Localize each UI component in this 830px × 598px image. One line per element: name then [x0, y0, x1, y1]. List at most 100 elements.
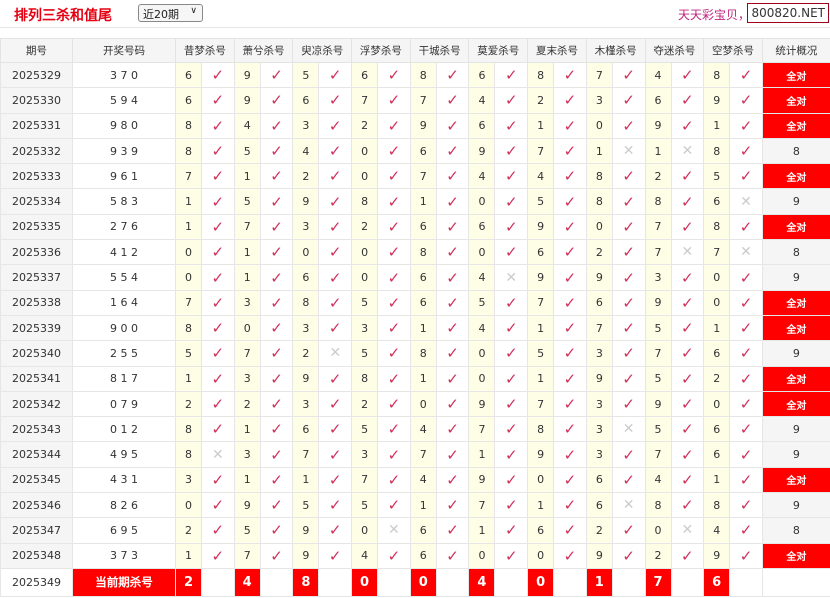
check-icon: ✓: [259, 517, 294, 544]
kill-number: 3: [175, 466, 202, 494]
header-draw: 开奖号码: [72, 38, 176, 63]
stat-cell: 全对: [761, 314, 830, 342]
kill-number: 4: [468, 264, 496, 291]
kill-number: 5: [468, 289, 496, 316]
draw-cell: 0 1 2: [72, 416, 176, 443]
stat-cell: 全对: [761, 163, 830, 190]
check-icon: ✓: [611, 365, 646, 392]
kill-number: 0: [468, 365, 496, 392]
kill-number: 3: [292, 213, 320, 241]
kill-number: 8: [585, 163, 613, 190]
kill-number: 4: [409, 416, 437, 443]
issue-cell: 2025347: [0, 517, 73, 544]
issue-cell: 2025342: [0, 390, 73, 418]
kill-number: 3: [351, 314, 379, 342]
issue-cell: 2025329: [0, 61, 73, 89]
check-icon: ✓: [494, 365, 529, 392]
kill-number: 9: [703, 87, 731, 114]
current-kill-number: 4: [233, 567, 261, 597]
stat-cell: 9: [761, 416, 830, 443]
draw-cell: 3 7 3: [72, 542, 176, 569]
kill-number: 5: [292, 492, 320, 519]
kill-number: 5: [644, 416, 672, 443]
check-icon: ✓: [729, 542, 763, 569]
check-icon: ✓: [201, 137, 235, 165]
check-icon: ✓: [670, 542, 705, 569]
kill-number: 7: [527, 137, 555, 165]
check-icon: ✓: [377, 365, 411, 392]
check-icon: ✓: [494, 390, 529, 418]
kill-number: 3: [585, 416, 613, 443]
empty-cell: [553, 567, 587, 597]
kill-number: 6: [585, 492, 613, 519]
check-icon: ✓: [318, 466, 353, 494]
kill-number: 2: [351, 112, 379, 139]
kill-number: 8: [703, 213, 731, 241]
check-icon: ✓: [201, 340, 235, 367]
kill-number: 4: [292, 137, 320, 165]
check-icon: ✓: [201, 188, 235, 215]
kill-number: 2: [644, 542, 672, 569]
check-icon: ✓: [318, 264, 353, 291]
issue-cell: 2025333: [0, 163, 73, 190]
kill-number: 6: [409, 137, 437, 165]
check-icon: ✓: [670, 87, 705, 114]
check-icon: ✓: [318, 289, 353, 316]
check-icon: ✓: [259, 542, 294, 569]
draw-cell: 4 9 5: [72, 441, 176, 468]
check-icon: ✓: [259, 340, 294, 367]
check-icon: ✓: [670, 314, 705, 342]
stat-cell: 全对: [761, 61, 830, 89]
check-icon: ✓: [318, 441, 353, 468]
chevron-down-icon: ∨: [190, 6, 197, 16]
empty-cell: [670, 567, 705, 597]
kill-number: 9: [527, 441, 555, 468]
draw-cell: 5 5 4: [72, 264, 176, 291]
kill-number: 8: [175, 441, 202, 468]
kill-number: 2: [351, 390, 379, 418]
issue-cell: 2025335: [0, 213, 73, 241]
kill-number: 1: [292, 466, 320, 494]
check-icon: ✓: [553, 441, 587, 468]
check-icon: ✓: [670, 466, 705, 494]
kill-number: 3: [585, 87, 613, 114]
check-icon: ✓: [259, 289, 294, 316]
kill-number: 7: [292, 441, 320, 468]
kill-number: 0: [351, 239, 379, 266]
kill-number: 0: [468, 188, 496, 215]
issue-cell: 2025344: [0, 441, 73, 468]
check-icon: ✓: [611, 163, 646, 190]
kill-number: 6: [409, 542, 437, 569]
empty-cell: [435, 567, 470, 597]
check-icon: ✓: [201, 466, 235, 494]
empty-cell: [611, 567, 646, 597]
kill-number: 8: [175, 416, 202, 443]
kill-number: 8: [703, 61, 731, 89]
check-icon: ✓: [670, 213, 705, 241]
check-icon: ✓: [435, 239, 470, 266]
range-select[interactable]: 近20期 ∨: [138, 4, 203, 22]
kill-number: 4: [703, 517, 731, 544]
site-link[interactable]: 800820.NET: [747, 3, 829, 23]
check-icon: ✓: [670, 340, 705, 367]
kill-number: 6: [703, 441, 731, 468]
cross-icon: ✕: [318, 340, 353, 367]
kill-number: 1: [233, 264, 261, 291]
check-icon: ✓: [729, 492, 763, 519]
kill-number: 1: [585, 137, 613, 165]
issue-cell: 2025337: [0, 264, 73, 291]
kill-number: 0: [409, 390, 437, 418]
check-icon: ✓: [670, 441, 705, 468]
cross-icon: ✕: [670, 517, 705, 544]
kill-number: 1: [409, 492, 437, 519]
check-icon: ✓: [611, 264, 646, 291]
table-row: 2025346 8 2 6 0 ✓ 9 ✓ 5 ✓ 5 ✓ 1 ✓ 7 ✓ 1 ✓ 6 ✕ 8 ✓ 8 ✓ 9: [0, 492, 830, 519]
kill-number: 5: [351, 416, 379, 443]
kill-number: 1: [233, 466, 261, 494]
check-icon: ✓: [435, 492, 470, 519]
kill-number: 8: [175, 112, 202, 139]
check-icon: ✓: [553, 416, 587, 443]
kill-number: 0: [468, 239, 496, 266]
kill-number: 1: [175, 365, 202, 392]
kill-number: 7: [409, 87, 437, 114]
